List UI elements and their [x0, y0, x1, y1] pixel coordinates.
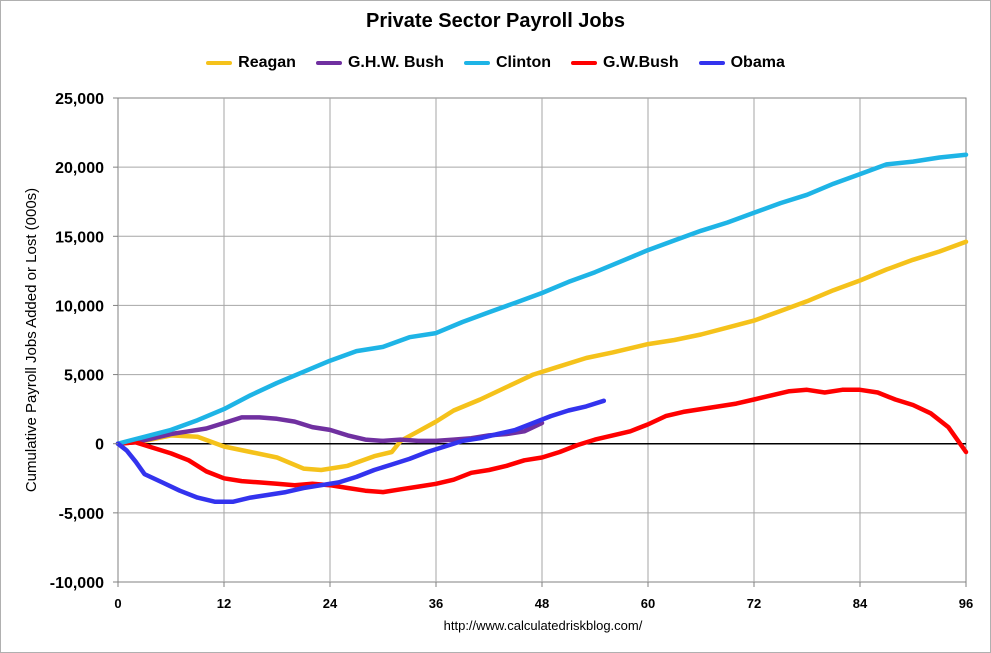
- series-line-clinton: [115, 152, 969, 446]
- series-line-obama: [115, 398, 607, 505]
- legend-label: Clinton: [495, 54, 552, 71]
- y-axis-label: Cumulative Payroll Jobs Added or Lost (0…: [23, 188, 40, 492]
- y-tick-label: 20,000: [55, 160, 104, 177]
- y-tick-label: 10,000: [55, 298, 104, 315]
- legend-swatch: [206, 61, 233, 65]
- x-tick-label: 72: [747, 596, 761, 611]
- x-tick-label: 60: [641, 596, 655, 611]
- series-line-g-w-bush: [115, 387, 969, 495]
- x-tick-label: 48: [535, 596, 549, 611]
- source-note: http://www.calculatedriskblog.com/: [443, 618, 643, 633]
- legend-item: G.H.W. Bush: [315, 54, 444, 72]
- chart-title: Private Sector Payroll Jobs: [365, 10, 625, 32]
- y-axis-ticks: -10,000 -5,000 0 5,000 10,000 15,000 20,000 25,…: [50, 91, 118, 592]
- x-axis-ticks: 0 12 24 36 48 60 72 84 96: [114, 582, 973, 611]
- y-tick-label: 0: [95, 437, 104, 454]
- x-tick-label: 0: [114, 596, 121, 611]
- legend-item: Obama: [698, 54, 785, 72]
- legend-swatch: [315, 61, 342, 65]
- legend: Reagan G.H.W. Bush Clinton G.W.Bush Obama: [0, 54, 991, 72]
- legend-item: Reagan: [206, 54, 296, 72]
- series-line-reagan: [115, 239, 969, 473]
- legend-label: Reagan: [238, 54, 296, 71]
- legend-swatch: [463, 61, 490, 65]
- x-tick-label: 84: [853, 596, 868, 611]
- legend-label: Obama: [730, 54, 785, 71]
- series-lines: [115, 152, 969, 505]
- x-tick-label: 24: [323, 596, 338, 611]
- legend-swatch: [571, 61, 598, 65]
- gridlines: [118, 98, 966, 582]
- legend-label: G.W.Bush: [603, 54, 679, 71]
- y-tick-label: 25,000: [55, 91, 104, 108]
- y-tick-label: -10,000: [50, 575, 104, 592]
- x-tick-label: 96: [959, 596, 973, 611]
- legend-item: Clinton: [463, 54, 552, 72]
- y-tick-label: 15,000: [55, 229, 104, 246]
- x-tick-label: 12: [217, 596, 231, 611]
- legend-label: G.H.W. Bush: [347, 54, 444, 71]
- y-tick-label: -5,000: [59, 506, 104, 523]
- legend-item: G.W.Bush: [571, 54, 679, 72]
- x-tick-label: 36: [429, 596, 443, 611]
- y-tick-label: 5,000: [64, 368, 104, 385]
- legend-swatch: [698, 61, 725, 65]
